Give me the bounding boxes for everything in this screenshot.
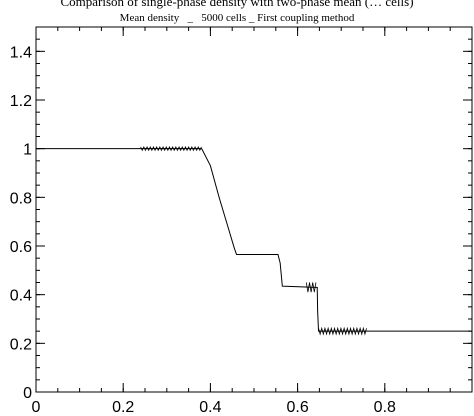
y-tick-label: 1.2 <box>10 93 32 110</box>
x-tick-label: 0 <box>32 399 41 416</box>
x-tick-label: 0.2 <box>112 399 134 416</box>
y-tick-label: 0 <box>23 385 32 402</box>
chart-title: Mean density _ 5000 cells _ First coupli… <box>119 12 355 24</box>
oscillation-segment <box>318 326 367 336</box>
y-tick-label: 1 <box>23 142 32 159</box>
x-tick-label: 0.6 <box>286 399 308 416</box>
y-tick-label: 1.4 <box>10 44 32 61</box>
y-tick-label: 0.8 <box>10 190 32 207</box>
y-tick-label: 0.2 <box>10 336 32 353</box>
x-tick-label: 0.8 <box>374 399 396 416</box>
plot-frame <box>35 26 473 393</box>
y-tick-label: 0.6 <box>10 239 32 256</box>
oscillation-segment <box>305 282 317 293</box>
y-tick-label: 0.4 <box>10 288 32 305</box>
x-tick-label: 0.4 <box>199 399 221 416</box>
page-caption: Comparison of single-phase density with … <box>60 0 414 9</box>
oscillation-segment <box>140 146 202 152</box>
density-series-line <box>36 148 472 332</box>
